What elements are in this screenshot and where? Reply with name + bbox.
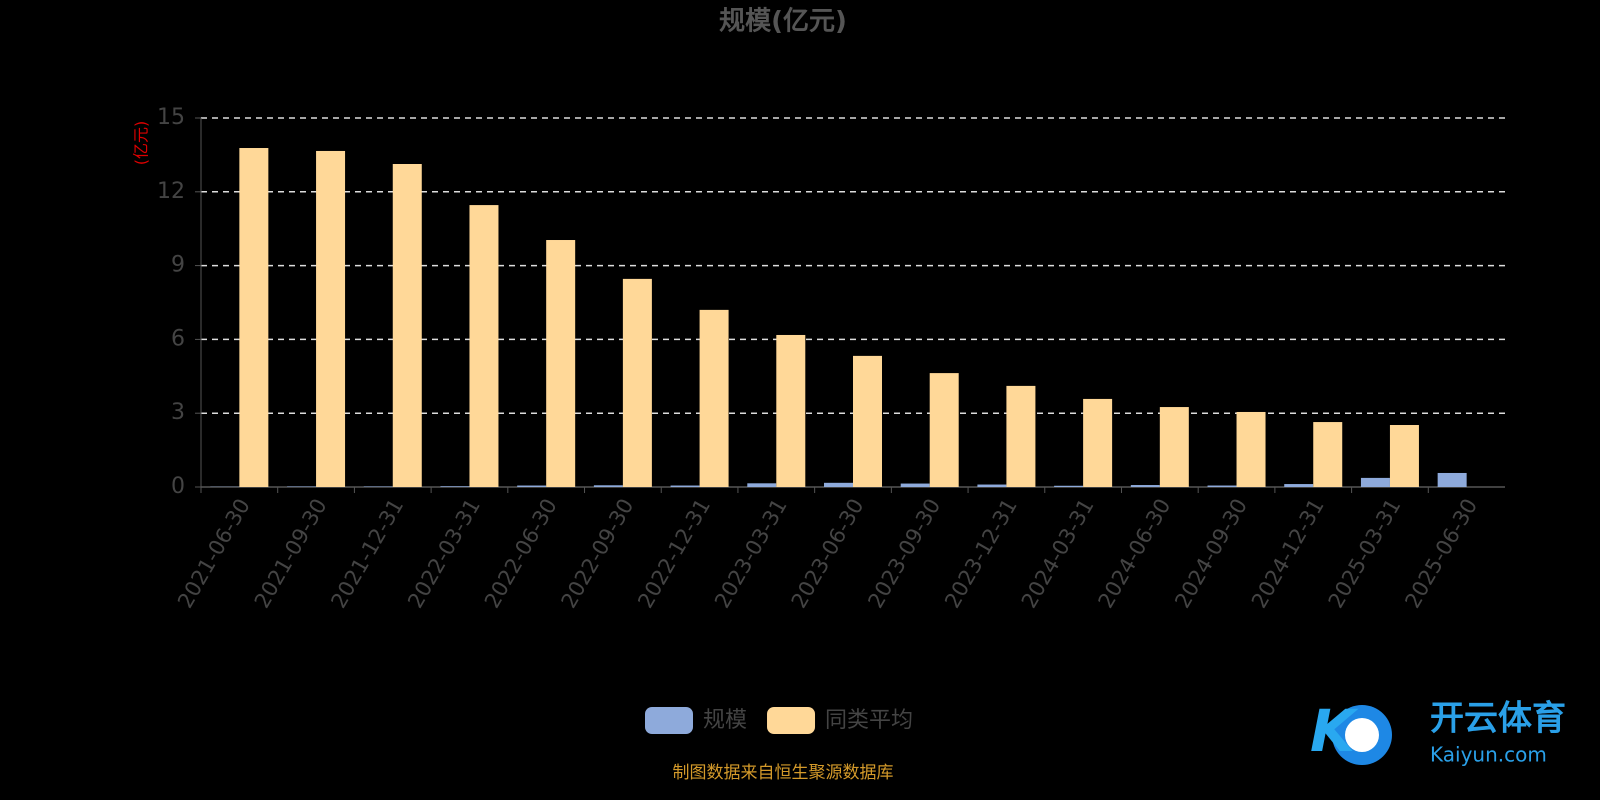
bar — [1284, 484, 1314, 487]
bar — [776, 334, 806, 487]
bar — [469, 205, 499, 488]
bar — [699, 309, 729, 487]
legend-label: 规模 — [703, 708, 747, 733]
bar — [670, 485, 700, 487]
y-tick-label: 6 — [171, 326, 185, 351]
bar — [824, 482, 853, 487]
bar — [977, 484, 1007, 487]
x-tick-label: 2024-12-31 — [1247, 495, 1329, 613]
x-tick-label: 2024-03-31 — [1017, 495, 1099, 613]
watermark-site: Kaiyun.com — [1430, 743, 1547, 767]
bar — [853, 355, 882, 487]
bar — [1130, 485, 1160, 487]
bar — [593, 485, 623, 487]
y-tick-label: 9 — [171, 253, 185, 278]
bar — [1236, 411, 1266, 487]
bar — [316, 150, 346, 488]
bar — [1083, 398, 1113, 487]
x-tick-label: 2021-06-30 — [173, 495, 255, 613]
bar — [1207, 485, 1237, 487]
x-tick-label: 2023-09-30 — [863, 495, 945, 613]
x-tick-label: 2025-03-31 — [1324, 495, 1406, 613]
x-tick-label: 2023-06-30 — [787, 495, 869, 613]
y-tick-label: 0 — [171, 474, 185, 499]
x-tick-label: 2022-09-30 — [557, 495, 639, 613]
bar — [1389, 425, 1419, 487]
source-note: 制图数据来自恒生聚源数据库 — [673, 763, 894, 783]
x-tick-label: 2022-03-31 — [403, 495, 485, 613]
x-tick-label: 2021-12-31 — [326, 495, 408, 613]
bar — [1054, 485, 1084, 487]
x-tick-label: 2025-06-30 — [1400, 495, 1482, 613]
y-axis-label: (亿元) — [132, 121, 151, 166]
bar — [392, 164, 422, 487]
bar — [517, 485, 547, 487]
logo-k: K — [1310, 697, 1359, 765]
y-tick-label: 3 — [171, 400, 185, 425]
bar — [747, 483, 777, 487]
legend-swatch — [767, 707, 816, 734]
bar — [622, 278, 652, 487]
bar — [239, 148, 269, 487]
bar — [1437, 472, 1467, 487]
x-tick-label: 2024-09-30 — [1170, 495, 1252, 613]
bar — [546, 240, 576, 487]
watermark-brand: 开云体育 — [1430, 699, 1566, 739]
legend-label: 同类平均 — [825, 708, 913, 733]
bar — [1360, 477, 1390, 487]
chart-title: 规模(亿元) — [719, 7, 847, 37]
bar — [900, 483, 930, 487]
legend-swatch — [645, 707, 693, 734]
x-tick-label: 2024-06-30 — [1094, 495, 1176, 613]
y-tick-label: 12 — [157, 179, 185, 204]
bar — [929, 373, 959, 487]
logo-ball — [1345, 718, 1379, 752]
x-tick-label: 2021-09-30 — [250, 495, 332, 613]
bar — [1313, 422, 1343, 487]
x-tick-label: 2023-12-31 — [940, 495, 1022, 613]
bar — [440, 486, 470, 487]
bar — [1006, 385, 1036, 487]
bar — [1159, 407, 1189, 487]
y-tick-label: 15 — [157, 105, 185, 130]
x-tick-label: 2022-12-31 — [633, 495, 715, 613]
watermark: K 开云体育 Kaiyun.com — [1310, 697, 1566, 766]
x-tick-label: 2023-03-31 — [710, 495, 792, 613]
x-tick-label: 2022-06-30 — [480, 495, 562, 613]
